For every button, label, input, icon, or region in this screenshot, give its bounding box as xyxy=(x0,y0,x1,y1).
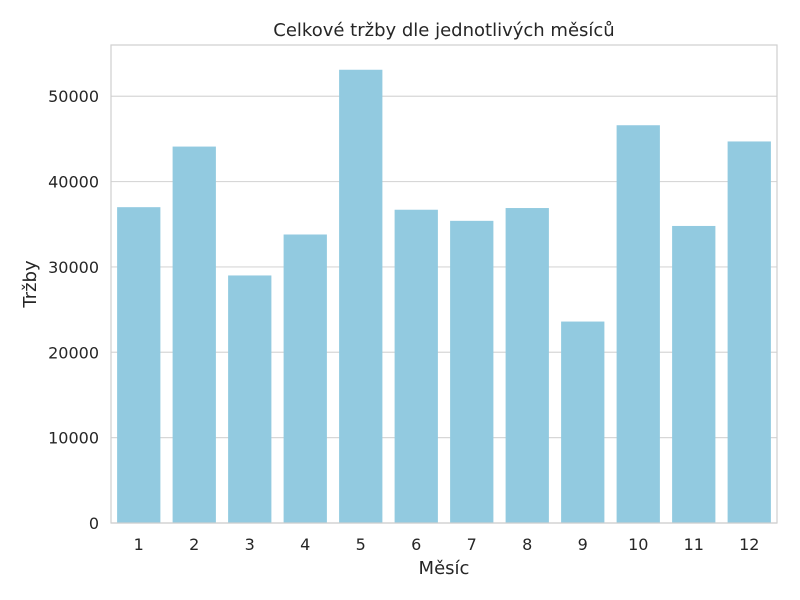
x-tick-label: 12 xyxy=(739,535,759,554)
bar xyxy=(228,275,272,523)
y-tick-label: 10000 xyxy=(48,429,99,448)
y-tick-label: 0 xyxy=(89,514,99,533)
bar xyxy=(283,234,327,523)
x-tick-label: 4 xyxy=(300,535,310,554)
x-axis-label: Měsíc xyxy=(419,558,470,579)
plot-frame xyxy=(110,44,778,524)
x-tick-label: 9 xyxy=(578,535,588,554)
bar xyxy=(561,321,605,523)
x-tick-label: 2 xyxy=(189,535,199,554)
bar xyxy=(450,220,494,524)
bar xyxy=(339,69,383,523)
bar xyxy=(672,225,716,523)
x-tick-label: 6 xyxy=(411,535,421,554)
y-tick-label: 50000 xyxy=(48,87,99,106)
y-tick-labels: 0 10000 20000 30000 40000 50000 xyxy=(48,87,99,533)
y-tick-label: 40000 xyxy=(48,173,99,192)
y-tick-label: 20000 xyxy=(48,343,99,362)
bar xyxy=(172,146,216,523)
bar xyxy=(394,209,438,523)
x-tick-label: 10 xyxy=(628,535,648,554)
x-tick-label: 5 xyxy=(356,535,366,554)
x-tick-label: 1 xyxy=(134,535,144,554)
x-tick-labels: 1 2 3 4 5 6 7 8 9 10 11 12 xyxy=(134,535,760,554)
bar xyxy=(505,208,549,523)
x-tick-label: 8 xyxy=(522,535,532,554)
x-tick-label: 3 xyxy=(245,535,255,554)
bar-series xyxy=(117,69,771,524)
bar xyxy=(616,125,660,523)
bar xyxy=(117,207,161,523)
y-axis-label: Tržby xyxy=(20,260,41,309)
x-tick-label: 11 xyxy=(684,535,704,554)
chart-title: Celkové tržby dle jednotlivých měsíců xyxy=(273,20,614,41)
y-tick-label: 30000 xyxy=(48,258,99,277)
x-tick-label: 7 xyxy=(467,535,477,554)
bar xyxy=(727,141,771,524)
